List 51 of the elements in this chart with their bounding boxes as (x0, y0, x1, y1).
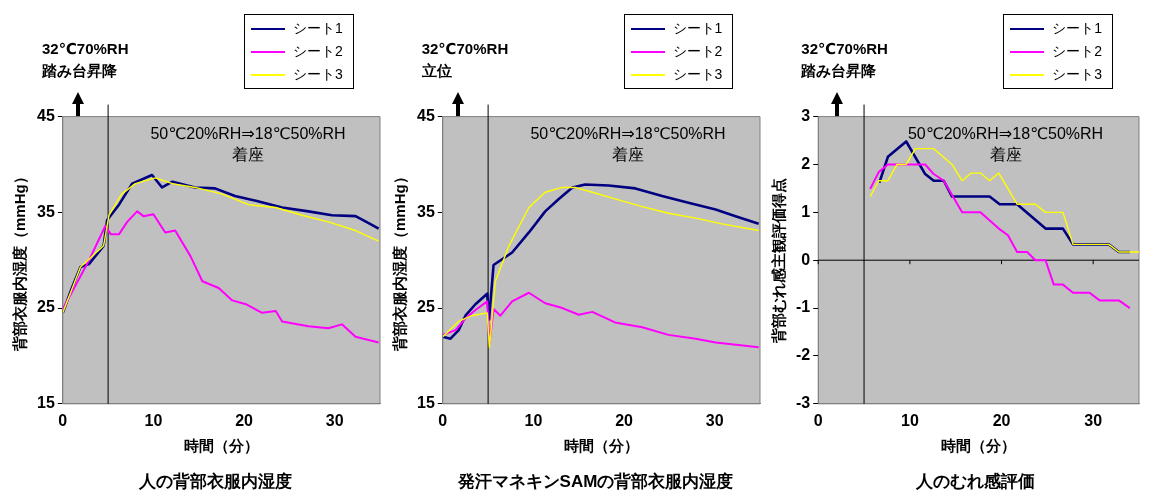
legend-label: シート3 (1052, 65, 1103, 84)
y-tick-label: 45 (37, 107, 55, 125)
annotation: 50℃20%RH⇒18℃50%RH 着座 (530, 124, 726, 163)
x-tick-label: 30 (325, 411, 344, 429)
text: 32℃70%RH 踏み台昇降 (42, 39, 129, 81)
y-tick-label: 25 (37, 298, 55, 316)
x-tick-label: 0 (814, 411, 824, 429)
y-tick-label: 35 (416, 202, 435, 220)
x-axis-title: 時間（分） (563, 437, 639, 455)
legend-label: シート1 (1052, 19, 1103, 38)
y-tick-label: 25 (416, 298, 435, 316)
text: 32℃70%RH 立位 (421, 39, 509, 81)
text: 人のむれ感評価 (914, 471, 1036, 493)
legend-label: シート1 (292, 19, 343, 38)
x-tick-label: 30 (705, 411, 724, 429)
y-tick-label: -1 (796, 298, 811, 316)
legend-label: シート2 (672, 42, 723, 61)
y-axis-title: 背部むれ感主観評価得点 (770, 177, 788, 344)
text: 32℃70%RH 踏み台昇降 (801, 39, 888, 81)
annotation: 50℃20%RH⇒18℃50%RH 着座 (150, 124, 346, 163)
legend-label: シート1 (672, 19, 723, 38)
text: 人の背部衣服内湿度 (138, 471, 294, 493)
y-tick-label: 45 (416, 107, 435, 125)
y-tick-label: 1 (801, 202, 811, 220)
x-tick-label: 0 (58, 411, 68, 429)
x-tick-label: 10 (901, 411, 920, 429)
y-tick-label: 3 (801, 107, 811, 125)
annotation: 50℃20%RH⇒18℃50%RH 着座 (908, 124, 1104, 163)
y-tick-label: 2 (801, 154, 811, 172)
x-axis-title: 時間（分） (941, 437, 1017, 455)
x-tick-label: 20 (992, 411, 1011, 429)
legend-label: シート3 (672, 65, 723, 84)
x-axis-title: 時間（分） (183, 437, 259, 455)
x-tick-label: 10 (144, 411, 163, 429)
y-tick-label: 35 (37, 202, 55, 220)
x-tick-label: 0 (438, 411, 448, 429)
y-tick-label: -2 (796, 346, 811, 364)
text: 発汗マネキンSAMの背部衣服内湿度 (456, 471, 735, 493)
legend-label: シート3 (292, 65, 343, 84)
y-tick-label: -3 (796, 394, 811, 412)
y-tick-label: 0 (801, 250, 811, 268)
x-tick-label: 30 (1084, 411, 1103, 429)
x-tick-label: 20 (235, 411, 254, 429)
y-axis-title: 背部衣服内湿度（mmHg） (11, 169, 29, 353)
y-tick-label: 15 (37, 394, 55, 412)
x-tick-label: 10 (524, 411, 543, 429)
legend-label: シート2 (292, 42, 343, 61)
y-tick-label: 15 (416, 394, 435, 412)
y-axis-title: 背部衣服内湿度（mmHg） (390, 169, 408, 353)
x-tick-label: 20 (614, 411, 633, 429)
legend-label: シート2 (1052, 42, 1103, 61)
